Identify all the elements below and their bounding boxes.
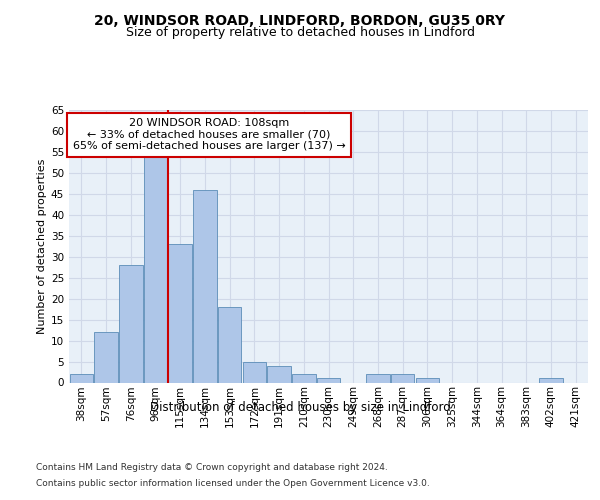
Bar [218, 307, 241, 382]
Bar [539, 378, 563, 382]
Y-axis label: Number of detached properties: Number of detached properties [37, 158, 47, 334]
Bar [268, 366, 291, 382]
Text: 20, WINDSOR ROAD, LINDFORD, BORDON, GU35 0RY: 20, WINDSOR ROAD, LINDFORD, BORDON, GU35… [95, 14, 505, 28]
Text: Contains public sector information licensed under the Open Government Licence v3: Contains public sector information licen… [36, 479, 430, 488]
Text: Size of property relative to detached houses in Lindford: Size of property relative to detached ho… [125, 26, 475, 39]
Text: Distribution of detached houses by size in Lindford: Distribution of detached houses by size … [149, 401, 451, 414]
Bar [193, 190, 217, 382]
Bar [70, 374, 93, 382]
Bar [119, 265, 143, 382]
Bar [242, 362, 266, 382]
Bar [317, 378, 340, 382]
Bar [94, 332, 118, 382]
Bar [416, 378, 439, 382]
Bar [144, 152, 167, 382]
Bar [292, 374, 316, 382]
Text: 20 WINDSOR ROAD: 108sqm
← 33% of detached houses are smaller (70)
65% of semi-de: 20 WINDSOR ROAD: 108sqm ← 33% of detache… [73, 118, 346, 152]
Bar [366, 374, 389, 382]
Bar [169, 244, 192, 382]
Text: Contains HM Land Registry data © Crown copyright and database right 2024.: Contains HM Land Registry data © Crown c… [36, 462, 388, 471]
Bar [391, 374, 415, 382]
